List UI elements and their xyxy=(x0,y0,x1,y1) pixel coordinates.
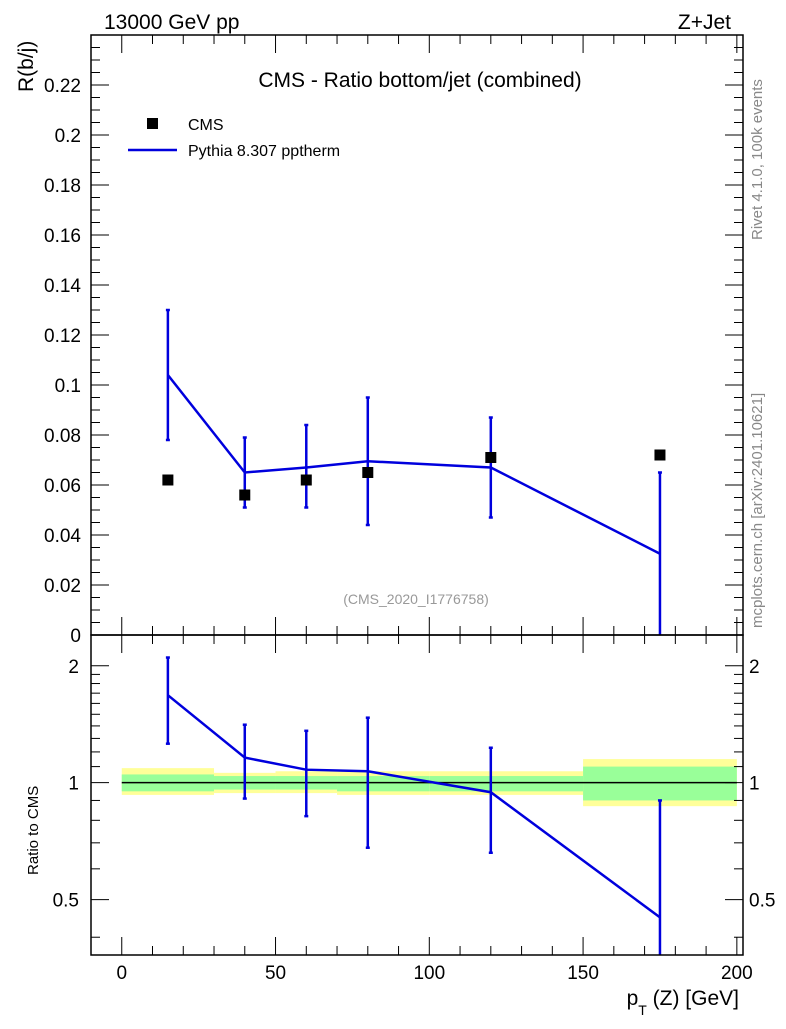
main-ytick-label: 0.18 xyxy=(44,176,81,197)
xtick-label: 0 xyxy=(116,963,127,984)
cms-data-point xyxy=(485,452,497,463)
ratio-inner-band xyxy=(337,776,430,792)
ratio-panel: 0.5 0.5 1 1 2 2 0 50 100 150 200 Ratio to CMS pT (… xyxy=(25,634,775,1018)
legend-cms-label: CMS xyxy=(188,117,224,134)
ratio-bands xyxy=(121,759,737,807)
xtick-label: 100 xyxy=(413,963,445,984)
chart-title: CMS - Ratio bottom/jet (combined) xyxy=(258,69,581,92)
ratio-ytick-label-right: 0.5 xyxy=(749,891,775,912)
main-ytick-label: 0 xyxy=(70,626,81,647)
legend-cms-marker xyxy=(147,118,158,129)
main-ytick-label: 0.12 xyxy=(44,326,81,347)
rivet-version-label: Rivet 4.1.0, 100k events xyxy=(749,79,766,240)
analysis-tag: (CMS_2020_I1776758) xyxy=(343,591,489,607)
y-axis-label: R(b/j) xyxy=(15,41,38,92)
main-axis-ticks: 0 0.02 0.04 0.06 0.08 0.1 0.12 0.14 0.16 0.18 0.2 0… xyxy=(44,34,743,647)
ratio-ytick-label-right: 1 xyxy=(749,774,760,795)
ratio-ytick-label-right: 2 xyxy=(749,657,760,678)
cms-data-point xyxy=(300,474,312,486)
main-ytick-label: 0.22 xyxy=(44,76,81,97)
main-panel: 0 0.02 0.04 0.06 0.08 0.1 0.12 0.14 0.16 0.18 0.2 0… xyxy=(15,34,744,647)
cms-data-point xyxy=(654,449,666,461)
main-ytick-label: 0.06 xyxy=(44,476,81,497)
main-ytick-label: 0.08 xyxy=(44,426,81,447)
ratio-data-layer xyxy=(165,656,662,955)
ratio-ytick-label-left: 0.5 xyxy=(53,891,79,912)
ratio-frame xyxy=(90,634,744,956)
xtick-label: 150 xyxy=(567,963,599,984)
main-ytick-label: 0.04 xyxy=(44,526,81,547)
ratio-line xyxy=(167,694,661,919)
ratio-ytick-label-left: 1 xyxy=(68,774,79,795)
cms-data-point xyxy=(162,474,174,486)
ratio-inner-band xyxy=(429,776,584,792)
source-label: mcplots.cern.ch [arXiv:2401.10621] xyxy=(749,393,766,628)
legend: CMS Pythia 8.307 pptherm xyxy=(128,117,340,160)
main-ytick-label: 0.16 xyxy=(44,226,81,247)
cms-data-point xyxy=(362,467,374,478)
xtick-label: 200 xyxy=(721,963,753,984)
pythia-line xyxy=(166,374,661,555)
main-ytick-label: 0.14 xyxy=(44,276,81,297)
main-ytick-label: 0.02 xyxy=(44,576,81,597)
process-label: Z+Jet xyxy=(678,11,731,34)
legend-pythia-label: Pythia 8.307 pptherm xyxy=(188,143,340,160)
main-ytick-label: 0.1 xyxy=(55,376,81,397)
ratio-axis-ticks: 0.5 0.5 1 1 2 2 0 50 100 150 200 xyxy=(53,635,775,984)
cms-data-point xyxy=(239,489,251,501)
main-data-layer xyxy=(162,308,666,635)
ratio-y-axis-label: Ratio to CMS xyxy=(25,786,42,875)
main-ytick-label: 0.2 xyxy=(55,126,81,147)
x-axis-label: pT (Z) [GeV] xyxy=(627,987,739,1018)
energy-label: 13000 GeV pp xyxy=(104,11,239,34)
xtick-label: 50 xyxy=(265,963,286,984)
ratio-ytick-label-left: 2 xyxy=(68,657,79,678)
ratio-inner-band xyxy=(583,766,737,801)
